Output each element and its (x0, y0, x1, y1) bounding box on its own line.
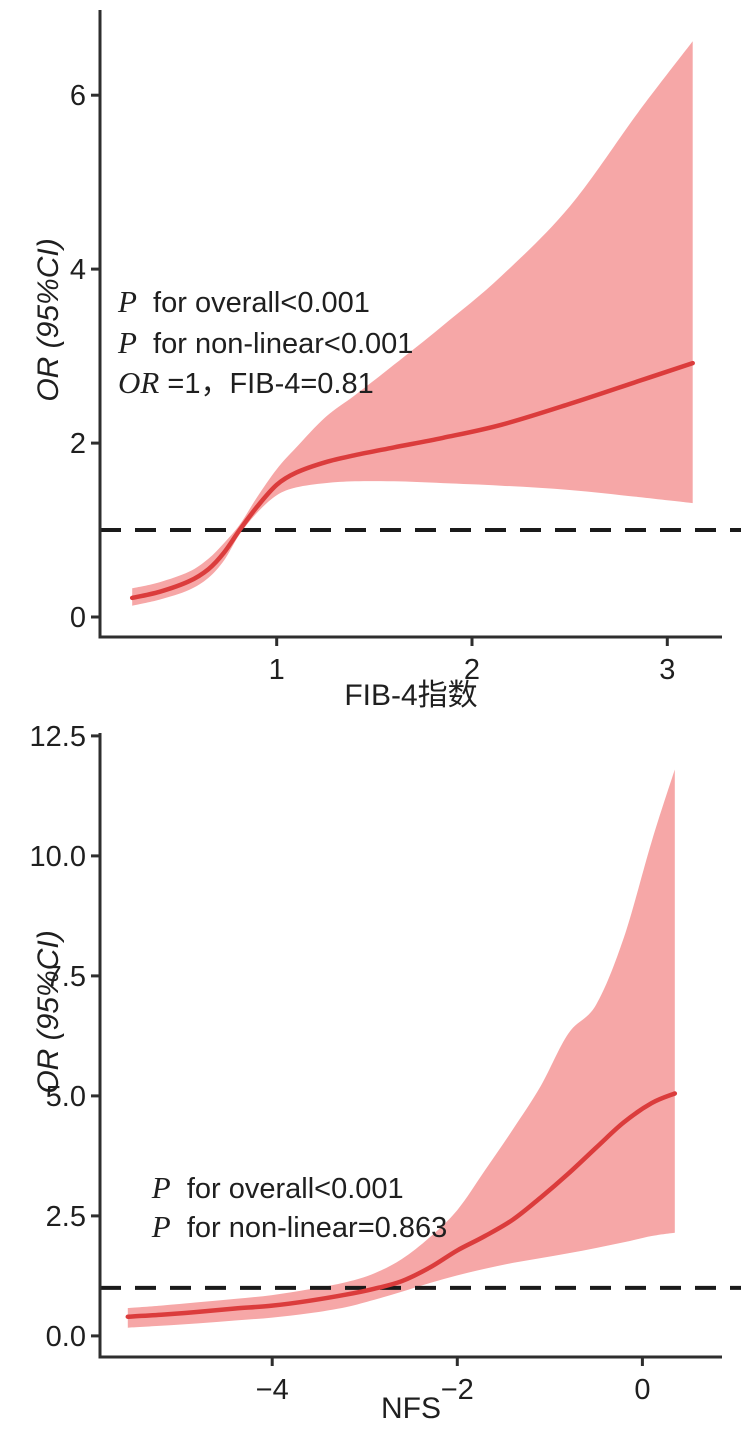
x-tick-label: 0 (634, 1374, 650, 1406)
y-tick-label: 0 (70, 602, 86, 634)
x-tick-label: 1 (269, 654, 285, 686)
annotation-p-value: P for overall<0.001 (151, 1170, 404, 1205)
annotation-p-value: P for overall<0.001 (117, 284, 370, 319)
x-axis-title: FIB-4指数 (344, 679, 477, 712)
annotation-p-value: P for non-linear<0.001 (117, 325, 413, 360)
y-tick-label: 12.5 (30, 721, 86, 753)
x-tick-label: 3 (659, 654, 675, 686)
x-axis-title: NFS (381, 1392, 441, 1425)
fib4-spline-chart: 1 2 3 0 2 4 6 FIB-4指数 OR (95%CI) P for overall<0.… (32, 10, 741, 712)
y-tick-label: 2 (70, 428, 86, 460)
or-spline-curve (129, 360, 695, 601)
or-spline-curve (125, 1091, 678, 1319)
y-tick-label: 0.0 (46, 1321, 86, 1353)
y-tick-label: 4 (70, 254, 86, 286)
annotation-p-value: P for non-linear=0.863 (151, 1209, 447, 1244)
y-tick-label: 6 (70, 80, 86, 112)
x-tick-label: 2 (464, 654, 480, 686)
y-tick-label: 2.5 (46, 1201, 86, 1233)
y-tick-label: 5.0 (46, 1081, 86, 1113)
nfs-spline-chart: −4 −2 0 0.0 2.5 5.0 7.5 10.0 12.5 NFS OR (95%CI) P … (30, 721, 741, 1425)
confidence-band (127, 769, 675, 1328)
annotation-p-value: OR =1，FIB-4=0.81 (118, 365, 374, 400)
y-tick-label: 10.0 (30, 841, 86, 873)
x-tick-label: −2 (441, 1374, 474, 1406)
y-axis-title: OR (95%CI) (32, 238, 65, 401)
y-axis-title: OR (95%CI) (32, 930, 65, 1093)
x-tick-label: −4 (256, 1374, 289, 1406)
confidence-band (132, 41, 693, 606)
nfs-spline-figure: −4 −2 0 0.0 2.5 5.0 7.5 10.0 12.5 NFS OR (95%CI) P … (0, 720, 751, 1440)
y-tick-label: 7.5 (46, 961, 86, 993)
fib4-spline-figure: 1 2 3 0 2 4 6 FIB-4指数 OR (95%CI) P for overall<0.… (32, 10, 741, 712)
